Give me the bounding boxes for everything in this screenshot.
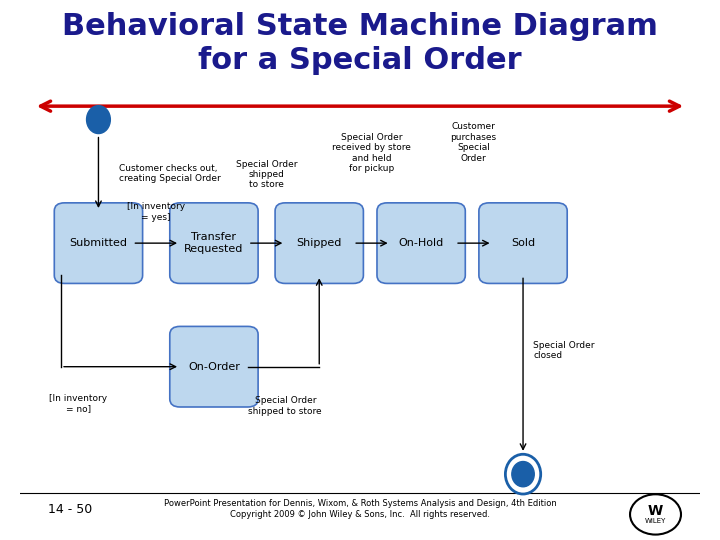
FancyBboxPatch shape (377, 203, 465, 284)
FancyBboxPatch shape (170, 326, 258, 407)
Ellipse shape (505, 454, 541, 494)
Text: Special Order
shipped to store: Special Order shipped to store (248, 396, 322, 416)
FancyBboxPatch shape (275, 203, 364, 284)
Text: Behavioral State Machine Diagram
for a Special Order: Behavioral State Machine Diagram for a S… (62, 12, 658, 75)
Text: Transfer
Requested: Transfer Requested (184, 232, 243, 254)
Text: Shipped: Shipped (297, 238, 342, 248)
Text: WILEY: WILEY (645, 518, 666, 524)
Text: Special Order
closed: Special Order closed (534, 341, 595, 360)
Text: Sold: Sold (511, 238, 535, 248)
FancyBboxPatch shape (170, 203, 258, 284)
FancyBboxPatch shape (54, 203, 143, 284)
Text: Special Order
shipped
to store: Special Order shipped to store (235, 160, 297, 190)
Text: PowerPoint Presentation for Dennis, Wixom, & Roth Systems Analysis and Design, 4: PowerPoint Presentation for Dennis, Wixo… (163, 500, 557, 519)
Text: Customer
purchases
Special
Order: Customer purchases Special Order (451, 123, 497, 163)
Text: W: W (648, 504, 663, 518)
Text: Submitted: Submitted (69, 238, 127, 248)
Text: On-Hold: On-Hold (398, 238, 444, 248)
Text: [In inventory
= yes]: [In inventory = yes] (127, 202, 185, 221)
Ellipse shape (86, 106, 110, 133)
Ellipse shape (512, 462, 534, 487)
Ellipse shape (630, 494, 681, 535)
Text: On-Order: On-Order (188, 362, 240, 372)
Text: 14 - 50: 14 - 50 (48, 503, 91, 516)
Text: Customer checks out,
creating Special Order: Customer checks out, creating Special Or… (119, 164, 220, 183)
Text: Special Order
received by store
and held
for pickup: Special Order received by store and held… (332, 133, 411, 173)
FancyBboxPatch shape (479, 203, 567, 284)
Text: [In inventory
= no]: [In inventory = no] (49, 394, 107, 413)
